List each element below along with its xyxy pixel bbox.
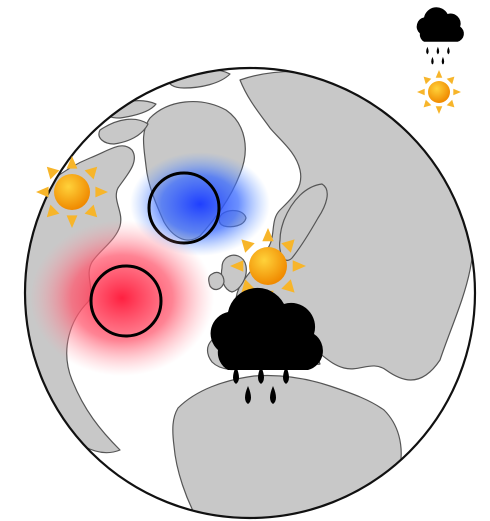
sun-icon <box>417 70 461 114</box>
sun-east-canada-icon <box>36 156 108 228</box>
canadian-archipelago <box>98 118 149 145</box>
rain-mediterranean-icon <box>210 287 323 404</box>
africa <box>172 374 402 518</box>
legend <box>416 7 464 114</box>
globe-outline <box>23 66 477 520</box>
pressure-center-azores-high <box>30 220 214 376</box>
rain-cloud-icon <box>416 7 464 65</box>
